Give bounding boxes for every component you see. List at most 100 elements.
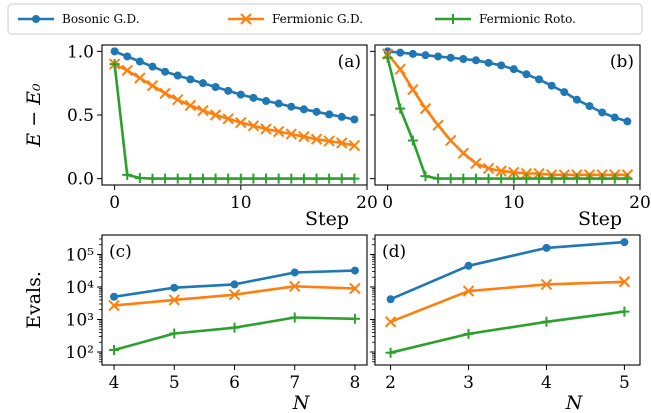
- data-point: [470, 157, 482, 170]
- data-point: [123, 52, 132, 61]
- data-point: [173, 71, 182, 80]
- legend-marker-0: [32, 15, 40, 23]
- data-point: [170, 283, 179, 292]
- data-point: [147, 173, 158, 184]
- data-point: [210, 173, 221, 184]
- data-point: [146, 80, 159, 92]
- data-point: [230, 280, 239, 289]
- data-point: [508, 173, 519, 184]
- panel-label: (d): [382, 242, 406, 262]
- data-point: [618, 276, 631, 288]
- data-point: [623, 117, 632, 126]
- x-axis-label: Step: [578, 208, 622, 230]
- data-point: [457, 147, 470, 159]
- data-point: [248, 173, 259, 184]
- data-point: [445, 173, 456, 184]
- data-point: [421, 51, 430, 60]
- data-point: [289, 312, 300, 323]
- data-point: [597, 173, 608, 184]
- data-point: [349, 173, 360, 184]
- data-point: [186, 75, 195, 84]
- data-point: [169, 328, 180, 339]
- data-point: [509, 65, 518, 74]
- data-point: [108, 299, 120, 312]
- data-point: [559, 173, 570, 184]
- data-point: [286, 173, 297, 184]
- data-point: [482, 162, 495, 175]
- data-point: [272, 125, 285, 138]
- data-point: [336, 137, 348, 149]
- data-point: [223, 173, 234, 184]
- y-axis-label: Evals.: [23, 271, 45, 329]
- y-tick-label: 10²: [66, 343, 94, 363]
- data-point: [185, 173, 196, 184]
- y-tick-label: 1.0: [67, 42, 94, 62]
- data-point: [209, 109, 222, 121]
- plot-frame: [374, 234, 641, 366]
- data-point: [546, 173, 557, 184]
- data-point: [385, 347, 396, 358]
- data-point: [135, 57, 144, 66]
- data-point: [336, 173, 347, 184]
- data-point: [432, 119, 444, 131]
- data-point: [249, 93, 258, 102]
- x-axis-label: N: [565, 392, 584, 413]
- x-axis-label: Step: [305, 208, 349, 230]
- data-point: [261, 173, 272, 184]
- data-point: [470, 173, 481, 184]
- data-point: [323, 135, 335, 147]
- data-point: [540, 278, 553, 291]
- y-tick-label: 0.5: [67, 106, 94, 126]
- data-point: [458, 173, 469, 184]
- data-point: [109, 345, 120, 356]
- x-tick-label: 2: [385, 373, 396, 393]
- legend-label-0: Bosonic G.D.: [62, 12, 140, 26]
- data-point: [109, 59, 120, 70]
- data-point: [497, 61, 506, 70]
- panel-label: (a): [338, 52, 361, 72]
- data-point: [386, 295, 395, 304]
- panel-3: 2 3 4 5 (d) N: [370, 234, 641, 413]
- x-tick-label: 7: [289, 373, 300, 393]
- data-point: [197, 104, 209, 117]
- legend-marker-2: [448, 14, 458, 24]
- series-line-2: [390, 310, 625, 354]
- data-point: [310, 133, 323, 145]
- legend-marker-1: [240, 13, 252, 25]
- panel-label: (b): [610, 52, 634, 72]
- data-point: [160, 173, 171, 184]
- data-point: [584, 173, 595, 184]
- data-point: [110, 292, 119, 301]
- data-point: [508, 166, 520, 178]
- data-point: [598, 108, 607, 117]
- data-point: [260, 123, 272, 135]
- data-point: [134, 72, 146, 84]
- data-point: [383, 47, 392, 56]
- data-point: [172, 94, 184, 106]
- data-point: [462, 285, 475, 297]
- data-point: [290, 268, 299, 277]
- data-point: [134, 173, 145, 183]
- data-point: [247, 120, 260, 132]
- data-point: [197, 173, 208, 184]
- data-point: [394, 63, 406, 75]
- y-tick-label: 10⁴: [66, 278, 95, 298]
- x-tick-label: 6: [229, 373, 240, 393]
- x-tick-label: 4: [109, 373, 120, 393]
- x-tick-label: 4: [541, 373, 552, 393]
- data-point: [121, 64, 133, 77]
- data-point: [483, 173, 494, 184]
- data-point: [585, 102, 594, 111]
- data-point: [159, 87, 171, 100]
- data-point: [520, 167, 533, 180]
- data-point: [445, 134, 457, 147]
- data-point: [542, 243, 551, 252]
- data-point: [433, 173, 444, 184]
- data-point: [228, 288, 241, 301]
- data-point: [572, 95, 581, 104]
- panel-label: (c): [109, 242, 132, 262]
- data-point: [348, 139, 361, 152]
- data-point: [533, 167, 545, 180]
- data-point: [262, 97, 271, 105]
